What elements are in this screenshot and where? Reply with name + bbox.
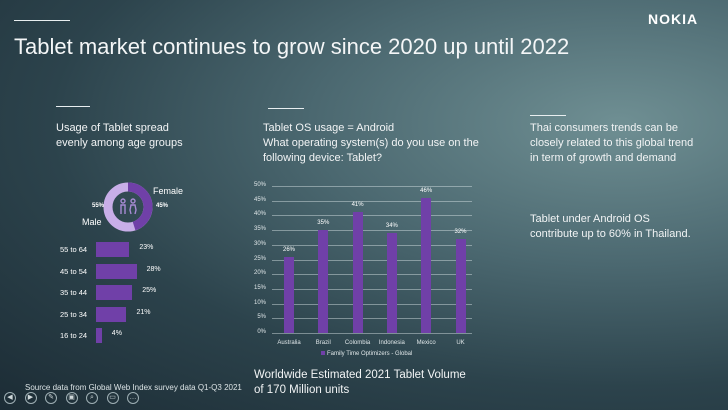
- y-tick: 20%: [253, 270, 266, 277]
- female-value: 45%: [156, 203, 169, 209]
- y-tick: 40%: [253, 211, 266, 218]
- age-value: 28%: [146, 265, 161, 273]
- data-label: 26%: [282, 246, 295, 253]
- x-tick: Indonesia: [378, 340, 405, 346]
- x-tick: Mexico: [416, 340, 436, 346]
- gridline: [272, 274, 472, 276]
- data-label: 35%: [317, 220, 330, 227]
- bar-mexico: [421, 197, 432, 333]
- x-tick: Brazil: [315, 340, 331, 346]
- y-tick: 50%: [253, 182, 266, 188]
- y-tick: 0%: [257, 329, 266, 335]
- left-heading: Usage of Tablet spread evenly among age g…: [56, 122, 183, 149]
- middle-heading: Tablet OS usage = Android What operating …: [263, 122, 479, 164]
- age-value: 21%: [136, 308, 151, 316]
- right-paragraph-1: Thai consumers trends can be closely rela…: [530, 122, 694, 164]
- female-label: Female: [153, 186, 184, 196]
- middle-rule: [268, 108, 304, 109]
- middle-footer: Worldwide Estimated 2021 Tablet Volume of…: [254, 369, 466, 396]
- gridline: [272, 200, 472, 202]
- data-label: 41%: [351, 202, 364, 209]
- gridline: [272, 244, 472, 246]
- chart-legend: Family Time Optimizers - Global: [321, 351, 412, 357]
- bar-australia: [284, 256, 294, 333]
- age-label: 45 to 54: [60, 266, 88, 276]
- gridline: [272, 288, 472, 290]
- y-tick: 5%: [257, 314, 266, 321]
- bar-brazil: [318, 230, 329, 333]
- age-value: 25%: [142, 287, 157, 294]
- age-label: 35 to 44: [60, 288, 88, 297]
- male-label: Male: [82, 217, 102, 227]
- y-tick: 10%: [253, 299, 266, 306]
- x-tick: Australia: [277, 340, 301, 346]
- next-icon[interactable]: ▶: [24, 392, 37, 404]
- age-label: 25 to 34: [60, 309, 88, 319]
- age-bar: [96, 306, 127, 322]
- y-tick: 30%: [253, 240, 266, 247]
- gridline: [272, 230, 472, 232]
- bar-uk: [455, 238, 466, 333]
- gridline: [272, 259, 472, 261]
- bar-colombia: [352, 212, 363, 333]
- zoom-icon[interactable]: ⌕: [86, 392, 98, 404]
- brand-logo: NOKIA: [648, 11, 699, 27]
- y-tick: 35%: [253, 226, 266, 233]
- data-label: 34%: [385, 223, 398, 230]
- right-paragraph-2: Tablet under Android OS contribute up to …: [530, 213, 691, 240]
- y-tick: 45%: [253, 196, 266, 203]
- pen-icon[interactable]: ✎: [45, 392, 57, 404]
- source-note: Source data from Global Web Index survey…: [25, 383, 242, 392]
- title-rule: [14, 20, 70, 21]
- female-segment: [103, 182, 153, 232]
- age-label: 55 to 64: [60, 245, 88, 254]
- age-value: 4%: [111, 330, 122, 337]
- age-label: 16 to 24: [60, 331, 88, 340]
- x-tick: UK: [456, 340, 465, 346]
- left-rule: [56, 106, 90, 107]
- previous-icon[interactable]: ◀: [4, 392, 16, 404]
- y-tick: 15%: [253, 284, 266, 291]
- bar-indonesia: [386, 233, 397, 333]
- gridline: [272, 318, 472, 320]
- age-bar: [96, 285, 133, 300]
- gridline: [272, 186, 472, 187]
- people-icon: [120, 198, 137, 215]
- gridline: [272, 333, 472, 334]
- male-value: 55%: [92, 203, 105, 209]
- gender-donut: [103, 182, 153, 232]
- y-tick: 25%: [253, 255, 266, 262]
- age-bar: [96, 242, 130, 257]
- more-icon[interactable]: …: [127, 392, 139, 404]
- right-rule: [530, 115, 566, 116]
- page-title: Tablet market continues to grow since 20…: [14, 34, 570, 59]
- age-bar: [96, 328, 102, 343]
- gridline: [272, 303, 472, 305]
- slides-icon[interactable]: ▣: [65, 392, 78, 404]
- gridline: [272, 215, 472, 217]
- age-value: 23%: [139, 244, 154, 251]
- subtitles-icon[interactable]: ▭: [106, 392, 119, 404]
- data-label: 46%: [420, 187, 433, 194]
- data-label: 32%: [454, 228, 467, 235]
- age-bar: [96, 263, 137, 279]
- x-tick: Colombia: [344, 340, 371, 346]
